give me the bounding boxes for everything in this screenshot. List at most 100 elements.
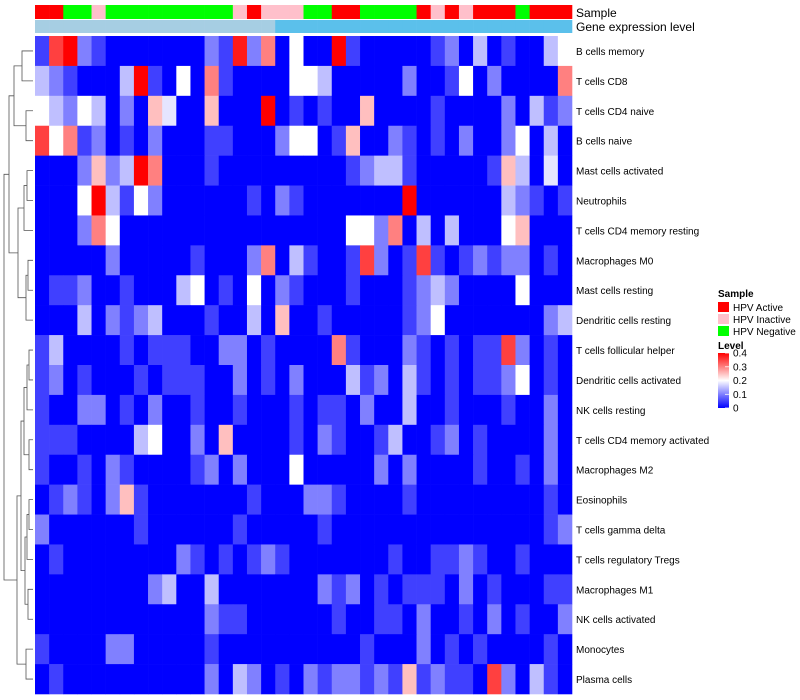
heatmap-cell: [261, 664, 276, 695]
heatmap-cell: [557, 664, 573, 695]
heatmap-cell: [473, 275, 488, 306]
heatmap-cell: [501, 454, 516, 485]
heatmap-cell: [416, 245, 431, 276]
row-label: Macrophages M0: [576, 256, 654, 267]
heatmap-cell: [162, 275, 177, 306]
heatmap-cell: [458, 36, 474, 67]
heatmap-cell: [317, 574, 333, 605]
expression-level-annotation-cell: [190, 20, 205, 33]
heatmap-cell: [77, 275, 92, 306]
heatmap-cell: [458, 634, 474, 665]
heatmap-cell: [444, 335, 460, 366]
sample-annotation-cell: [162, 5, 177, 19]
heatmap-cell: [473, 125, 488, 156]
heatmap-cell: [388, 424, 403, 456]
heatmap-cell: [416, 424, 431, 456]
heatmap-cell: [275, 634, 290, 665]
heatmap-cell: [119, 125, 135, 156]
heatmap-cell: [261, 275, 276, 306]
heatmap-cell: [204, 125, 220, 156]
heatmap-cell: [444, 454, 460, 485]
heatmap-cell: [162, 245, 177, 276]
heatmap-cell: [105, 574, 121, 605]
heatmap-cell: [303, 544, 318, 575]
heatmap-cell: [402, 125, 417, 156]
heatmap-cell: [275, 215, 290, 246]
heatmap-cell: [515, 95, 530, 127]
heatmap-cell: [360, 454, 375, 485]
heatmap-cell: [543, 664, 559, 695]
heatmap-cell: [374, 484, 389, 515]
heatmap-cell: [162, 544, 177, 575]
sample-annotation-cell: [388, 5, 403, 19]
heatmap-cell: [91, 305, 106, 336]
heatmap-cell: [246, 484, 262, 515]
heatmap-cell: [218, 215, 234, 246]
heatmap-cell: [261, 95, 276, 127]
heatmap-cell: [473, 215, 488, 246]
heatmap-cell: [360, 365, 375, 396]
heatmap-cell: [246, 95, 262, 127]
heatmap-cell: [49, 394, 64, 426]
expression-level-annotation-cell: [529, 20, 545, 33]
heatmap-cell: [515, 424, 530, 456]
row-label: Dendritic cells activated: [576, 376, 681, 387]
sample-annotation-cell: [543, 5, 559, 19]
heatmap-cell: [388, 215, 403, 246]
heatmap-cell: [317, 634, 333, 665]
heatmap-cell: [91, 95, 106, 127]
heatmap-cell: [63, 574, 78, 605]
heatmap-cell: [317, 335, 333, 366]
heatmap-cell: [35, 245, 50, 276]
heatmap-cell: [261, 424, 276, 456]
heatmap-cell: [487, 574, 502, 605]
heatmap-cell: [63, 65, 78, 97]
heatmap-cell: [119, 36, 135, 67]
heatmap-cell: [176, 664, 191, 695]
heatmap-cell: [303, 125, 318, 156]
heatmap-cell: [543, 454, 559, 485]
heatmap-cell: [63, 95, 78, 127]
heatmap-cell: [35, 514, 50, 545]
heatmap-cell: [331, 544, 347, 575]
heatmap-cell: [133, 454, 149, 485]
heatmap-cell: [204, 634, 220, 665]
heatmap-cell: [473, 95, 488, 127]
heatmap-cell: [218, 544, 234, 575]
sample-annotation-cell: [77, 5, 92, 19]
heatmap-cell: [331, 335, 347, 366]
heatmap-cell: [261, 484, 276, 515]
heatmap-cell: [63, 424, 78, 456]
heatmap-cell: [204, 574, 220, 605]
sample-track-label: Sample: [576, 6, 617, 20]
heatmap-cell: [303, 664, 318, 695]
heatmap-cell: [91, 514, 106, 545]
heatmap-cell: [63, 125, 78, 156]
heatmap-cell: [444, 36, 460, 67]
dendrogram-branch: [27, 588, 33, 620]
expression-level-annotation-cell: [543, 20, 559, 33]
legend-sample-swatch: [718, 326, 729, 336]
heatmap-cell: [148, 604, 163, 635]
heatmap-cell: [77, 215, 92, 246]
heatmap-cell: [444, 604, 460, 635]
heatmap-cell: [105, 185, 121, 216]
heatmap-cell: [317, 305, 333, 336]
row-label: B cells memory: [576, 47, 644, 58]
heatmap-cell: [148, 514, 163, 545]
heatmap-cell: [77, 95, 92, 127]
heatmap-cell: [402, 604, 417, 635]
heatmap-cell: [487, 424, 502, 456]
sample-annotation-cell: [91, 5, 106, 19]
heatmap-cell: [119, 95, 135, 127]
legend-level-tick-label: 0.1: [733, 390, 747, 401]
heatmap-cell: [501, 155, 516, 186]
heatmap-cell: [204, 305, 220, 336]
sample-annotation-cell: [204, 5, 220, 19]
heatmap-cell: [275, 544, 290, 575]
heatmap-cell: [444, 394, 460, 426]
heatmap-cell: [430, 514, 446, 545]
heatmap-cell: [317, 65, 333, 97]
sample-annotation-cell: [317, 5, 333, 19]
heatmap-cell: [246, 544, 262, 575]
